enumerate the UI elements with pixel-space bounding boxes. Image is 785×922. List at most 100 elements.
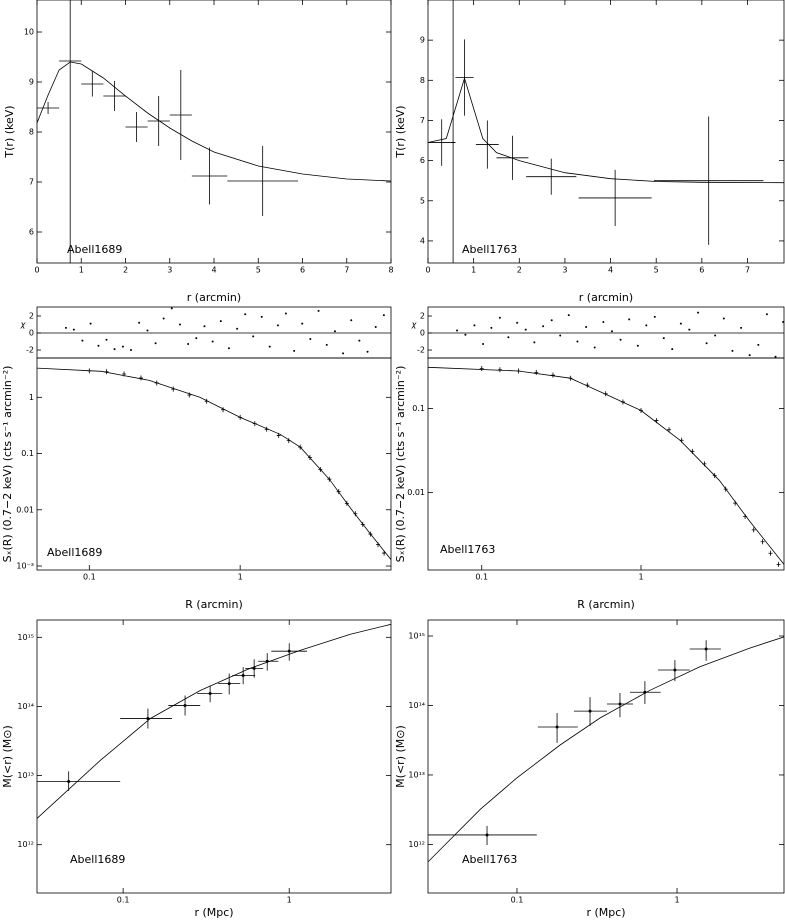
residual-axis-label: χ: [411, 320, 417, 329]
point: [327, 476, 332, 482]
point: [760, 539, 765, 545]
point: [344, 500, 349, 506]
point: [654, 418, 659, 424]
residual-point: [542, 325, 545, 328]
residual-point: [203, 325, 206, 328]
x-tick-label: 4: [211, 266, 216, 275]
y-tick-label: 0.01: [16, 505, 34, 514]
x-axis-label: r (arcmin): [187, 291, 241, 304]
x-tick-label: 0: [34, 266, 39, 275]
point: [550, 372, 555, 378]
point: [264, 426, 269, 432]
point: [67, 780, 71, 784]
residual-frame: [36, 306, 392, 359]
residual-point: [464, 333, 467, 336]
annotation: Abell1763: [462, 243, 517, 256]
x-axis-label: r (arcmin): [579, 291, 633, 304]
residual-point: [374, 326, 377, 329]
point: [368, 531, 373, 537]
point: [286, 438, 291, 444]
point: [360, 521, 365, 527]
residual-point: [130, 349, 133, 352]
residual-point: [333, 330, 336, 333]
residual-point: [473, 324, 476, 327]
point: [238, 414, 243, 420]
residual-point: [550, 319, 553, 322]
y-tick-label: 0.1: [21, 449, 34, 458]
x-tick-label: 6: [300, 266, 305, 275]
x-tick-label: 0.1: [117, 896, 130, 905]
x-tick-label: 5: [256, 266, 261, 275]
x-tick-label: 2: [517, 266, 522, 275]
x-tick-label: 1: [238, 573, 243, 582]
residual-point: [757, 343, 760, 346]
residual-point: [162, 317, 165, 320]
residual-tick-label: 0: [420, 329, 425, 338]
y-tick-label: 1: [29, 393, 34, 402]
point: [555, 725, 559, 729]
point: [497, 367, 502, 373]
residual-point: [533, 341, 536, 344]
y-axis-label: Sₓ(R) (0.7−2 keV) (cts s⁻¹ arcmin⁻²): [394, 366, 407, 563]
residual-point: [765, 313, 768, 316]
point: [679, 437, 684, 443]
point: [382, 550, 387, 556]
point: [585, 382, 590, 388]
residual-point: [309, 337, 312, 340]
plot-frame: [427, 0, 785, 264]
x-tick-label: 1: [287, 896, 292, 905]
y-tick-label: 7: [29, 178, 34, 187]
point: [516, 368, 521, 374]
y-axis-label: T(r) (keV): [3, 105, 16, 158]
x-tick-label: 7: [344, 266, 349, 275]
point: [723, 486, 728, 492]
x-tick-label: 6: [699, 266, 704, 275]
y-tick-label: 10¹³: [408, 770, 425, 779]
y-tick-label: 9: [29, 78, 34, 87]
point: [204, 398, 209, 404]
residual-point: [276, 324, 279, 327]
y-tick-label: 0.1: [412, 404, 425, 413]
residual-point: [593, 346, 596, 349]
point: [227, 682, 231, 686]
residual-point: [72, 328, 75, 331]
x-axis-label: r (Mpc): [586, 906, 625, 919]
residual-point: [671, 348, 674, 351]
residual-point: [662, 337, 665, 340]
point: [208, 691, 212, 695]
x-axis-label: R (arcmin): [577, 598, 635, 611]
annotation: Abell1763: [440, 543, 495, 556]
residual-point: [138, 321, 141, 324]
plot-frame: [427, 619, 785, 894]
point: [485, 833, 489, 837]
x-tick-label: 3: [562, 266, 567, 275]
residual-tick-label: -2: [417, 346, 425, 355]
residual-point: [524, 328, 527, 331]
point: [287, 649, 291, 653]
x-tick-label: 1: [471, 266, 476, 275]
residual-point: [610, 330, 613, 333]
residual-point: [121, 345, 124, 348]
point: [336, 489, 341, 495]
point: [620, 399, 625, 405]
point: [479, 365, 484, 371]
residual-point: [482, 343, 485, 346]
y-tick-label: 10¹⁵: [408, 632, 425, 641]
plot-frame: [36, 357, 392, 571]
residual-tick-label: 0: [29, 329, 34, 338]
residual-point: [688, 328, 691, 331]
annotation: Abell1763: [462, 853, 517, 866]
residual-point: [679, 322, 682, 325]
y-tick-label: 10: [24, 28, 34, 37]
residual-point: [211, 340, 214, 343]
x-tick-label: 4: [608, 266, 613, 275]
x-tick-label: 0.1: [475, 573, 488, 582]
residual-point: [195, 337, 198, 340]
plot-frame: [36, 619, 392, 894]
residual-point: [456, 329, 459, 332]
point: [568, 375, 573, 381]
residual-tick-label: 2: [29, 312, 34, 321]
residual-point: [284, 312, 287, 315]
model-curve: [37, 367, 391, 560]
